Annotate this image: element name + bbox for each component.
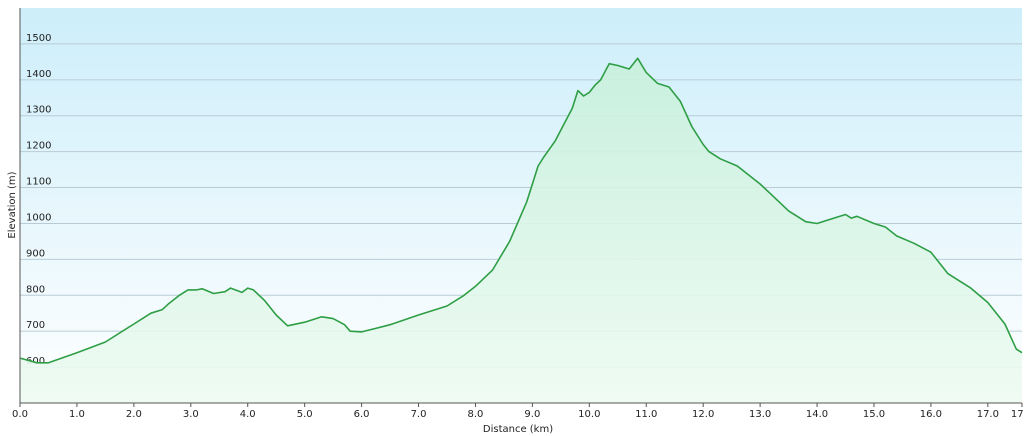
x-tick-label: 6.0 — [354, 409, 370, 420]
x-tick-label: 1.0 — [69, 409, 85, 420]
y-tick-label: 1000 — [26, 212, 51, 223]
x-tick-label: 15.0 — [863, 409, 885, 420]
x-tick-label: 8.0 — [468, 409, 484, 420]
x-tick-label: 12.0 — [692, 409, 714, 420]
x-tick-label: 2.0 — [126, 409, 142, 420]
x-tick-label: 0.0 — [12, 409, 28, 420]
y-tick-label: 900 — [26, 248, 45, 259]
y-tick-label: 1500 — [26, 33, 51, 44]
x-tick-label: 7.0 — [411, 409, 427, 420]
x-tick-label: 13.0 — [749, 409, 771, 420]
x-tick-label: 16.0 — [920, 409, 942, 420]
y-tick-label: 1300 — [26, 105, 51, 116]
x-tick-label: 17.6 — [1011, 409, 1024, 420]
x-tick-label: 10.0 — [578, 409, 600, 420]
y-axis-label: Elevation (m) — [7, 171, 18, 238]
y-tick-label: 800 — [26, 284, 45, 295]
x-tick-label: 17.0 — [977, 409, 999, 420]
y-tick-label: 1100 — [26, 177, 51, 188]
y-tick-label: 700 — [26, 320, 45, 331]
x-axis-label: Distance (km) — [483, 424, 553, 435]
x-tick-label: 5.0 — [297, 409, 313, 420]
x-tick-label: 9.0 — [524, 409, 540, 420]
x-tick-label: 14.0 — [806, 409, 828, 420]
elevation-line — [19, 57, 1023, 364]
x-tick-label: 3.0 — [183, 409, 199, 420]
x-tick-label: 4.0 — [240, 409, 256, 420]
y-tick-label: 1200 — [26, 141, 51, 152]
x-tick-label: 11.0 — [635, 409, 657, 420]
elevation-area — [20, 58, 1022, 404]
y-tick-label: 1400 — [26, 69, 51, 80]
